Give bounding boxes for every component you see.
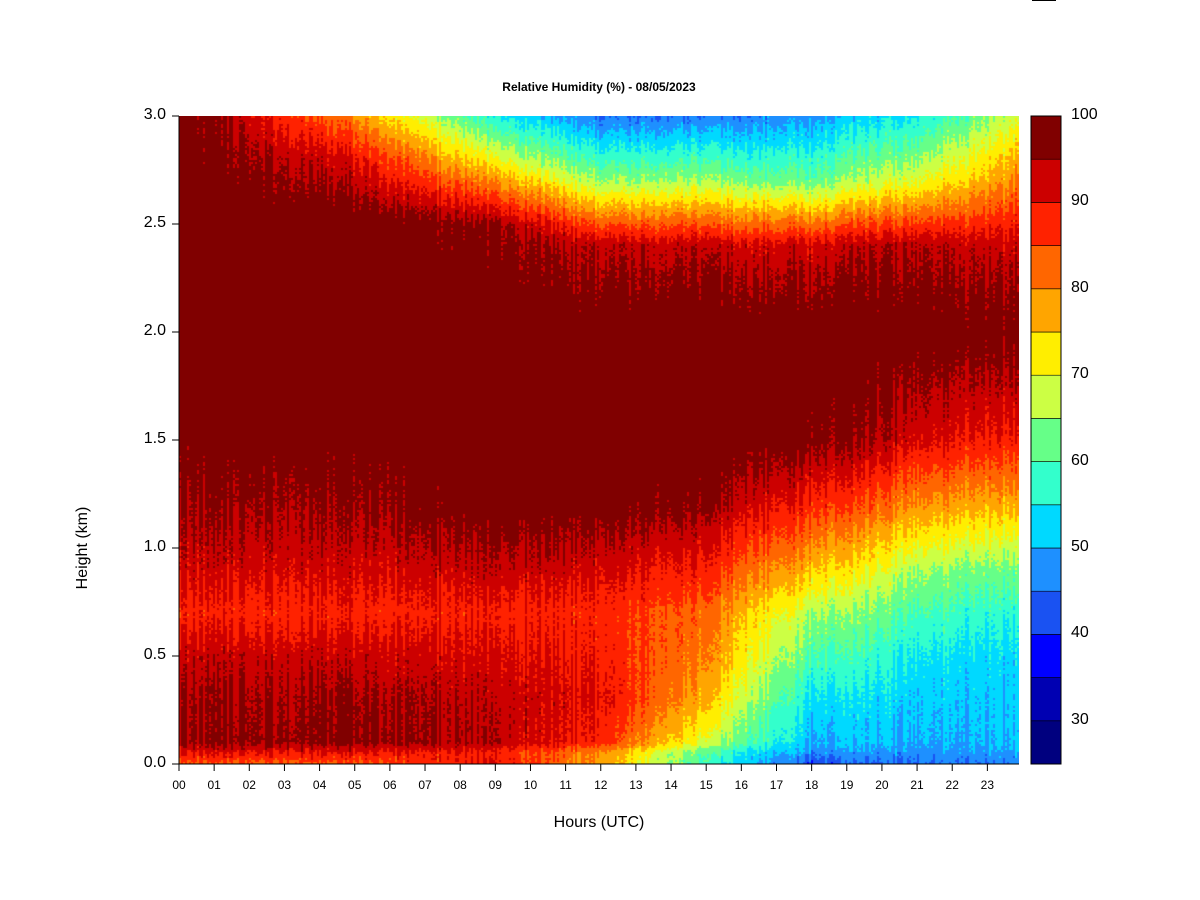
- x-tick-label: 09: [488, 778, 502, 792]
- x-tick-label: 05: [348, 778, 362, 792]
- x-tick-label: 11: [559, 778, 572, 792]
- colorbar-swatches: [1030, 115, 1062, 765]
- colorbar-swatch: [1030, 115, 1062, 160]
- x-axis-label: Hours (UTC): [553, 814, 645, 831]
- colorbar-swatch: [1030, 418, 1062, 462]
- x-tick-label: 17: [769, 778, 784, 792]
- x-tick-label: 20: [875, 778, 889, 792]
- x-tick-label: 21: [910, 778, 924, 792]
- colorbar-swatch: [1030, 202, 1062, 246]
- colorbar-swatch: [1030, 677, 1062, 722]
- colorbar-swatch: [1030, 374, 1062, 419]
- x-tick-label: 02: [242, 778, 256, 792]
- x-tick-label: 01: [207, 778, 221, 792]
- x-tick-label: 19: [840, 778, 854, 792]
- colorbar-tick-label: 80: [1071, 278, 1089, 296]
- y-tick-label: 0.5: [143, 646, 166, 663]
- x-tick-label: 16: [734, 778, 748, 792]
- x-tick-label: 13: [629, 778, 643, 792]
- x-tick-label: 03: [277, 778, 292, 792]
- plot-axes: [172, 115, 1019, 771]
- x-tick-label: 14: [664, 778, 678, 792]
- colorbar-swatch: [1030, 547, 1062, 592]
- x-tick-label: 00: [172, 778, 186, 792]
- colorbar: [1030, 115, 1062, 765]
- y-tick-label: 1.0: [143, 538, 166, 555]
- colorbar-swatch: [1030, 331, 1062, 376]
- x-tick-label: 08: [453, 778, 467, 792]
- colorbar-swatch: [1030, 504, 1062, 549]
- colorbar-swatch: [1030, 461, 1062, 506]
- corner-mark: [1032, 0, 1056, 1]
- y-tick-label: 0.0: [143, 754, 166, 771]
- y-tick-label: 2.5: [143, 214, 166, 231]
- y-axis-label: Height (km): [74, 506, 91, 590]
- colorbar-tick-label: 60: [1071, 451, 1089, 469]
- y-tick-label: 1.5: [143, 430, 166, 447]
- x-tick-label: 06: [383, 778, 397, 792]
- colorbar-swatch: [1030, 158, 1062, 203]
- x-tick-label: 15: [699, 778, 713, 792]
- colorbar-tick-label: 40: [1071, 624, 1089, 642]
- x-tick-label: 12: [594, 778, 608, 792]
- y-tick-label: 2.0: [143, 322, 166, 339]
- colorbar-tick-label: 50: [1071, 538, 1089, 555]
- x-tick-label: 04: [312, 778, 327, 792]
- y-tick-label: 3.0: [143, 106, 166, 123]
- colorbar-swatch: [1030, 590, 1062, 635]
- colorbar-swatch: [1030, 288, 1062, 333]
- chart-title: Relative Humidity (%) - 08/05/2023: [502, 80, 696, 94]
- x-tick-label: 22: [945, 778, 959, 792]
- colorbar-tick-label: 70: [1071, 365, 1089, 383]
- colorbar-tick-label: 100: [1071, 106, 1098, 123]
- colorbar-swatch: [1030, 720, 1062, 765]
- x-tick-label: 23: [980, 778, 995, 792]
- humidity-heatmap: [179, 116, 1019, 764]
- colorbar-frame: [1030, 115, 1062, 765]
- x-tick-label: 10: [523, 778, 538, 792]
- colorbar-tick-label: 90: [1071, 192, 1089, 210]
- colorbar-tick-label: 30: [1071, 710, 1089, 728]
- colorbar-swatch: [1030, 245, 1062, 290]
- colorbar-swatch: [1030, 634, 1062, 678]
- plot-area: [172, 115, 1019, 771]
- x-tick-label: 07: [418, 778, 432, 792]
- x-tick-label: 18: [804, 778, 819, 792]
